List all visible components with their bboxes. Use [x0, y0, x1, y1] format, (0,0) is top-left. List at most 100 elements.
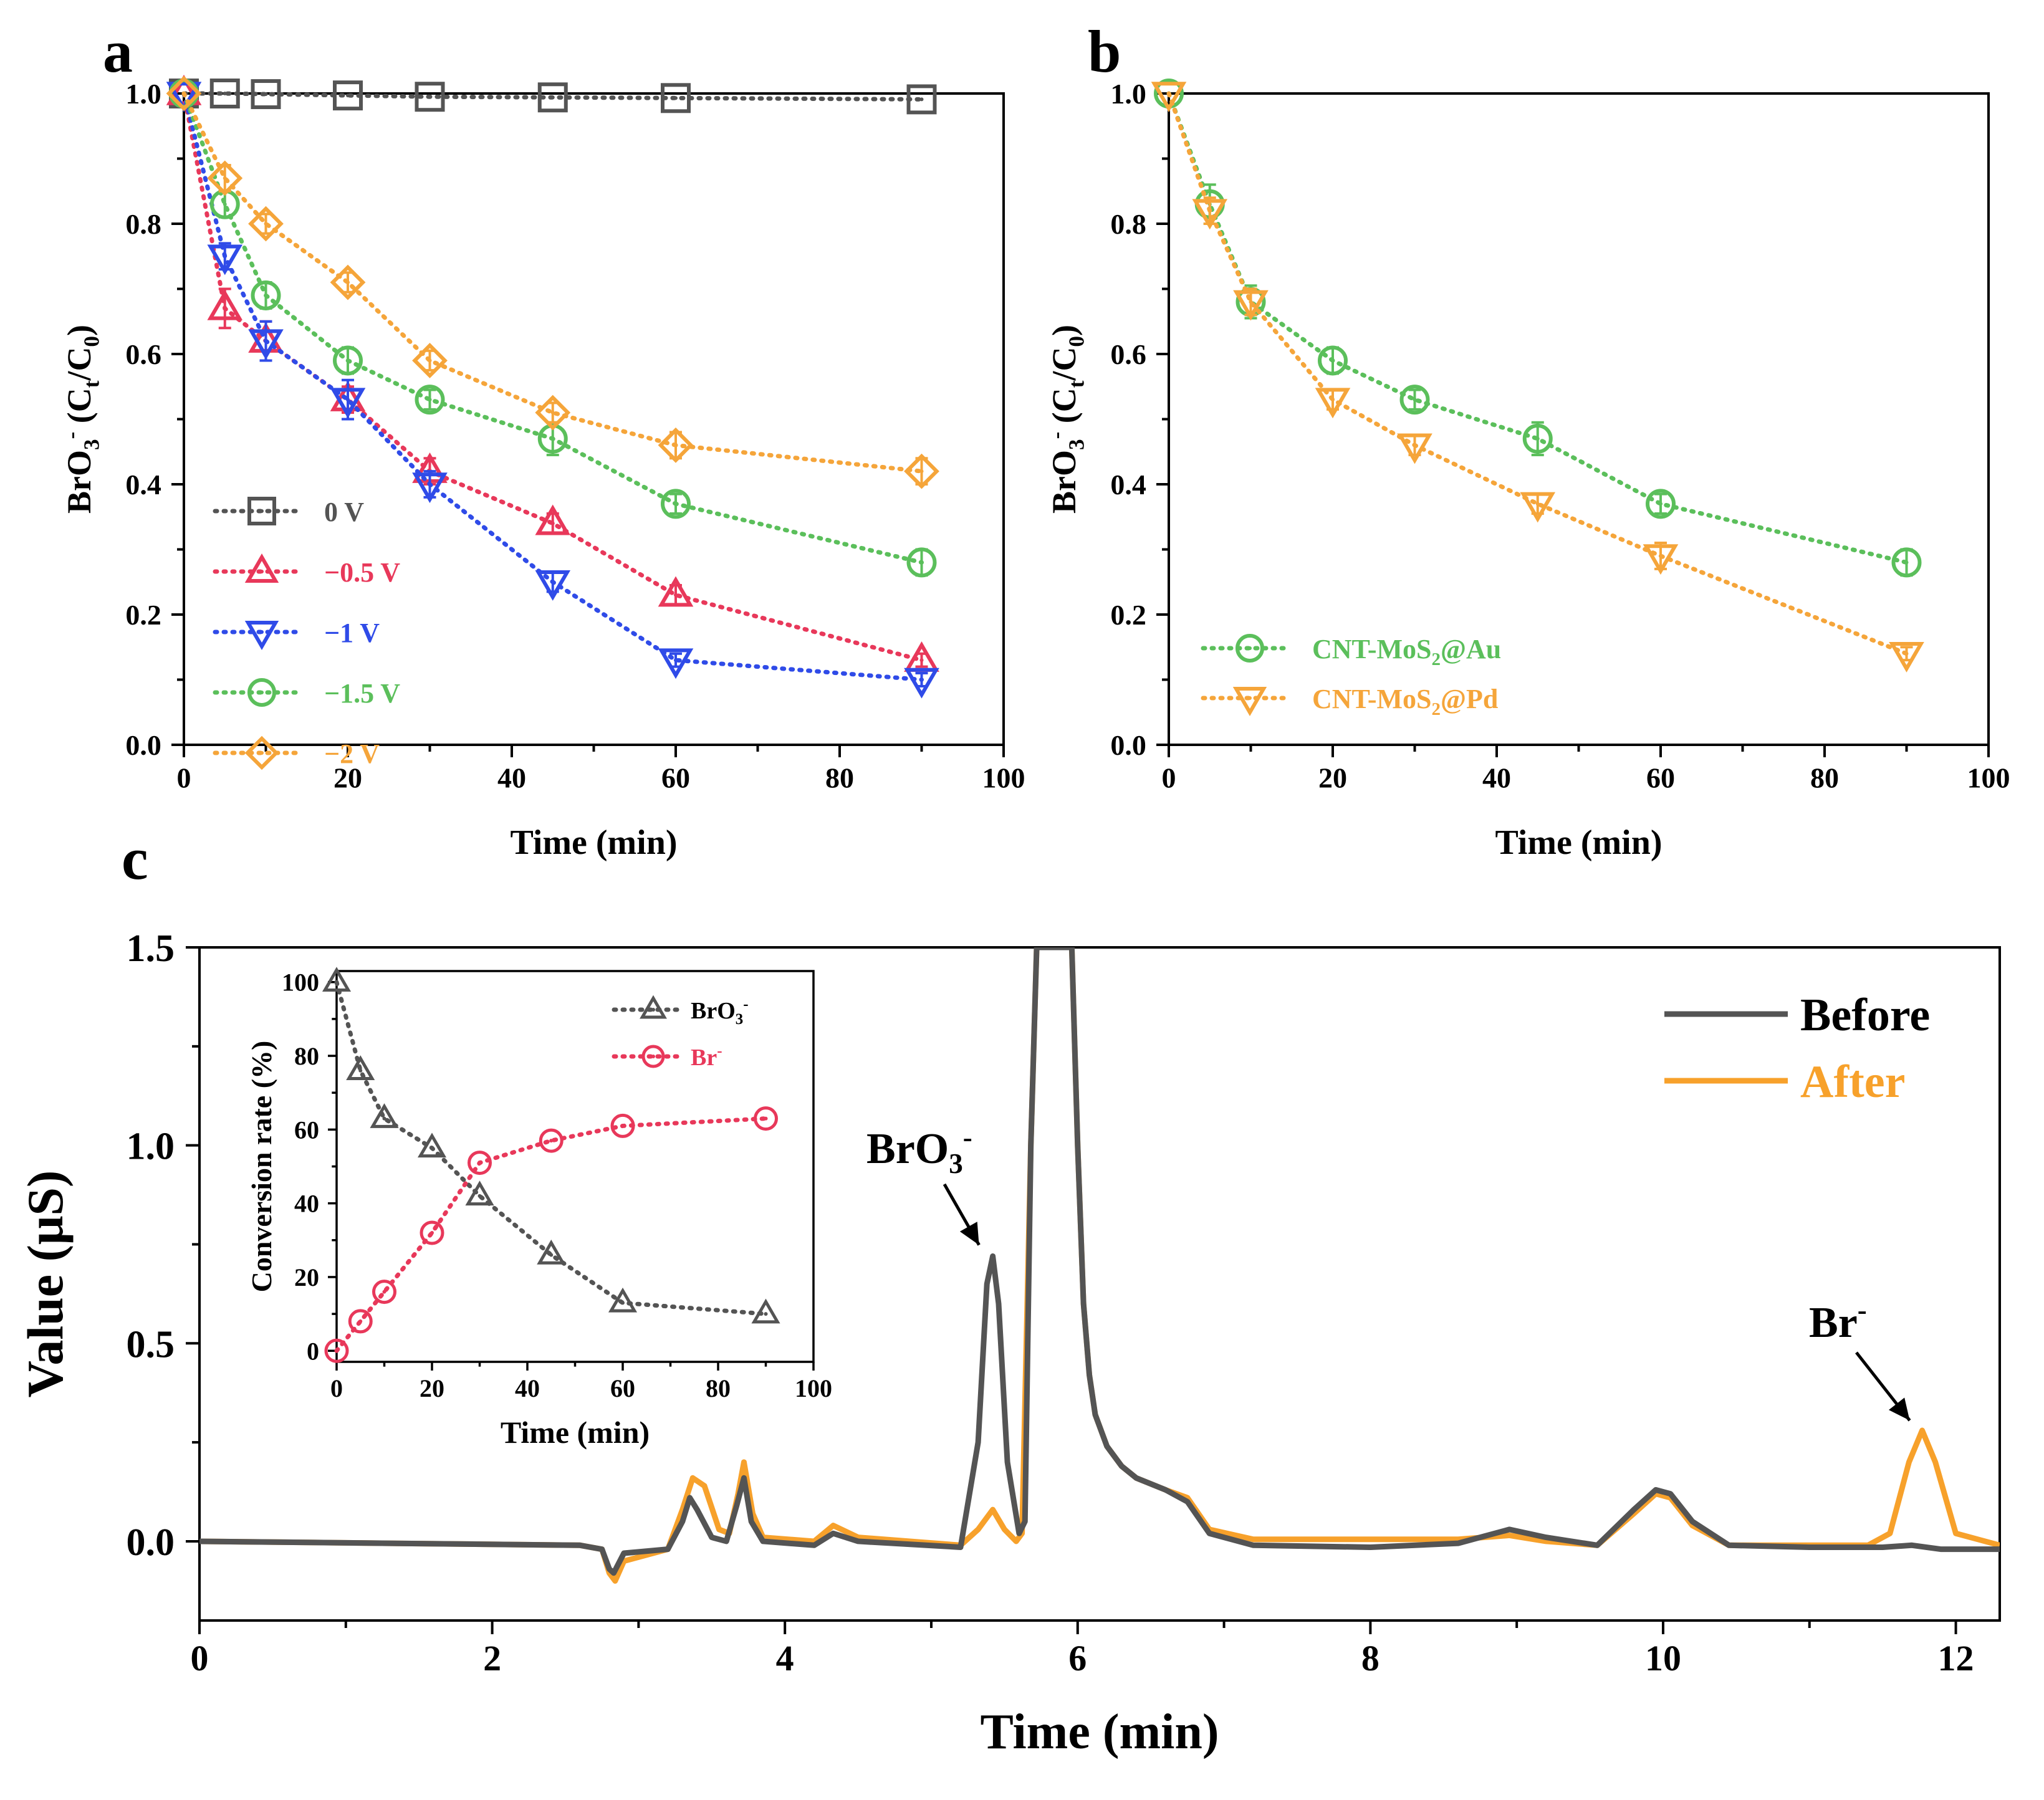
series-2 — [166, 82, 939, 699]
data-point-center — [674, 593, 678, 597]
legend-marker — [247, 497, 276, 525]
x-tick-label: 0 — [330, 1374, 343, 1402]
data-point-center — [1904, 651, 1909, 656]
inset-series-0 — [322, 967, 780, 1324]
data-point — [754, 1106, 778, 1131]
legend-label: −1.5 V — [324, 678, 400, 709]
y-tick-label: 0.8 — [1110, 208, 1146, 240]
x-tick-label: 60 — [661, 762, 690, 793]
data-point-center — [1413, 398, 1417, 402]
data-point — [166, 74, 202, 105]
series-line — [1166, 91, 1909, 565]
data-point — [1399, 385, 1430, 415]
data-point-center — [346, 358, 350, 363]
y-tick-label: 0.6 — [1110, 338, 1146, 370]
x-tick-label: 6 — [1068, 1638, 1087, 1678]
data-point — [209, 79, 240, 108]
legend-marker-center — [651, 1008, 655, 1012]
legend-marker-center — [260, 751, 264, 755]
legend-marker — [1232, 687, 1267, 716]
data-point-center — [358, 1068, 363, 1073]
inset-series-1 — [324, 1106, 778, 1363]
y-tick-label: 0.6 — [125, 338, 161, 370]
data-point — [1520, 492, 1556, 523]
data-point-center — [264, 92, 268, 97]
x-tick-label: 40 — [497, 762, 526, 793]
legend-marker — [641, 1045, 665, 1068]
data-point-center — [477, 1161, 482, 1165]
data-point-center — [1413, 443, 1417, 448]
data-point — [415, 385, 445, 415]
x-tick-label: 20 — [420, 1374, 444, 1402]
data-point-center — [1207, 209, 1212, 213]
data-point-center — [1249, 300, 1253, 304]
data-point — [535, 395, 571, 431]
data-point — [166, 75, 202, 112]
data-point-center — [1659, 553, 1663, 558]
x-tick-label: 0 — [1162, 762, 1176, 793]
legend-marker — [640, 995, 667, 1019]
data-point-center — [550, 411, 555, 415]
data-point-center — [335, 980, 338, 984]
inset-background — [337, 971, 813, 1362]
legend-marker — [247, 678, 276, 707]
x-tick-label: 20 — [1318, 762, 1347, 793]
legend: Before After — [1664, 990, 1930, 1108]
data-point — [420, 1220, 444, 1245]
data-point — [322, 967, 352, 992]
data-point-center — [223, 202, 227, 206]
panel-label: a — [103, 18, 133, 85]
series-line — [334, 980, 768, 1316]
x-tick-label: 60 — [1646, 762, 1675, 793]
data-point-center — [430, 1146, 434, 1150]
legend-marker-center — [260, 630, 264, 634]
data-point — [1318, 345, 1348, 376]
x-tick-label: 4 — [776, 1638, 794, 1678]
data-point — [906, 547, 937, 578]
data-point-center — [674, 96, 678, 100]
data-point — [370, 1103, 399, 1128]
data-point — [468, 1151, 492, 1175]
data-point — [251, 79, 281, 110]
data-point — [658, 427, 694, 463]
x-tick-label: 100 — [795, 1374, 832, 1402]
y-tick-label: 0.0 — [1110, 729, 1146, 761]
data-point — [1522, 423, 1553, 454]
data-point — [661, 83, 691, 113]
data-point-center — [919, 469, 924, 474]
data-point-center — [428, 482, 432, 486]
x-tick-label: 12 — [1938, 1638, 1974, 1678]
y-tick-label: 1.0 — [1110, 78, 1146, 110]
data-point — [906, 84, 937, 115]
data-point-center — [674, 443, 678, 448]
legend-label: Before — [1800, 990, 1930, 1041]
data-point — [248, 206, 284, 242]
data-point — [1315, 388, 1351, 419]
x-tick-label: 0 — [177, 762, 191, 793]
data-point-center — [550, 436, 555, 441]
data-point-center — [264, 293, 268, 297]
data-point — [904, 668, 939, 699]
data-point — [537, 82, 568, 113]
data-point — [372, 1280, 396, 1305]
legend-marker-center — [260, 570, 264, 573]
axes-frame — [198, 946, 2001, 1622]
panel-b: 0 20 40 60 80 100 0.0 0.2 0.4 0.6 0.8 1.0b Time (min… — [1044, 18, 2010, 862]
data-point — [348, 1309, 373, 1334]
y-tick-label: 0.0 — [125, 729, 161, 761]
data-point-center — [550, 580, 555, 584]
data-point-center — [430, 1230, 434, 1235]
data-point-center — [223, 306, 227, 310]
data-point-center — [182, 92, 186, 95]
y-axis-title: Conversion rate (%) — [246, 1041, 277, 1293]
series-line — [181, 91, 924, 565]
y-tick-label: 60 — [294, 1116, 319, 1144]
series-4 — [166, 75, 939, 489]
data-point — [207, 289, 243, 320]
panel-c: 0 2 4 6 8 10 12 0.0 0.5 1.0 1.5 c Time (min) Value (μ… — [17, 825, 2001, 1759]
data-point-center — [1904, 560, 1909, 565]
panel-c-inset: 0 20 40 60 80 100 0 20 40 60 80 100 Time (min) Conver… — [246, 967, 832, 1450]
series-line — [334, 1116, 768, 1353]
data-point — [412, 472, 448, 504]
annotation-br: Br- — [1809, 1295, 1867, 1347]
